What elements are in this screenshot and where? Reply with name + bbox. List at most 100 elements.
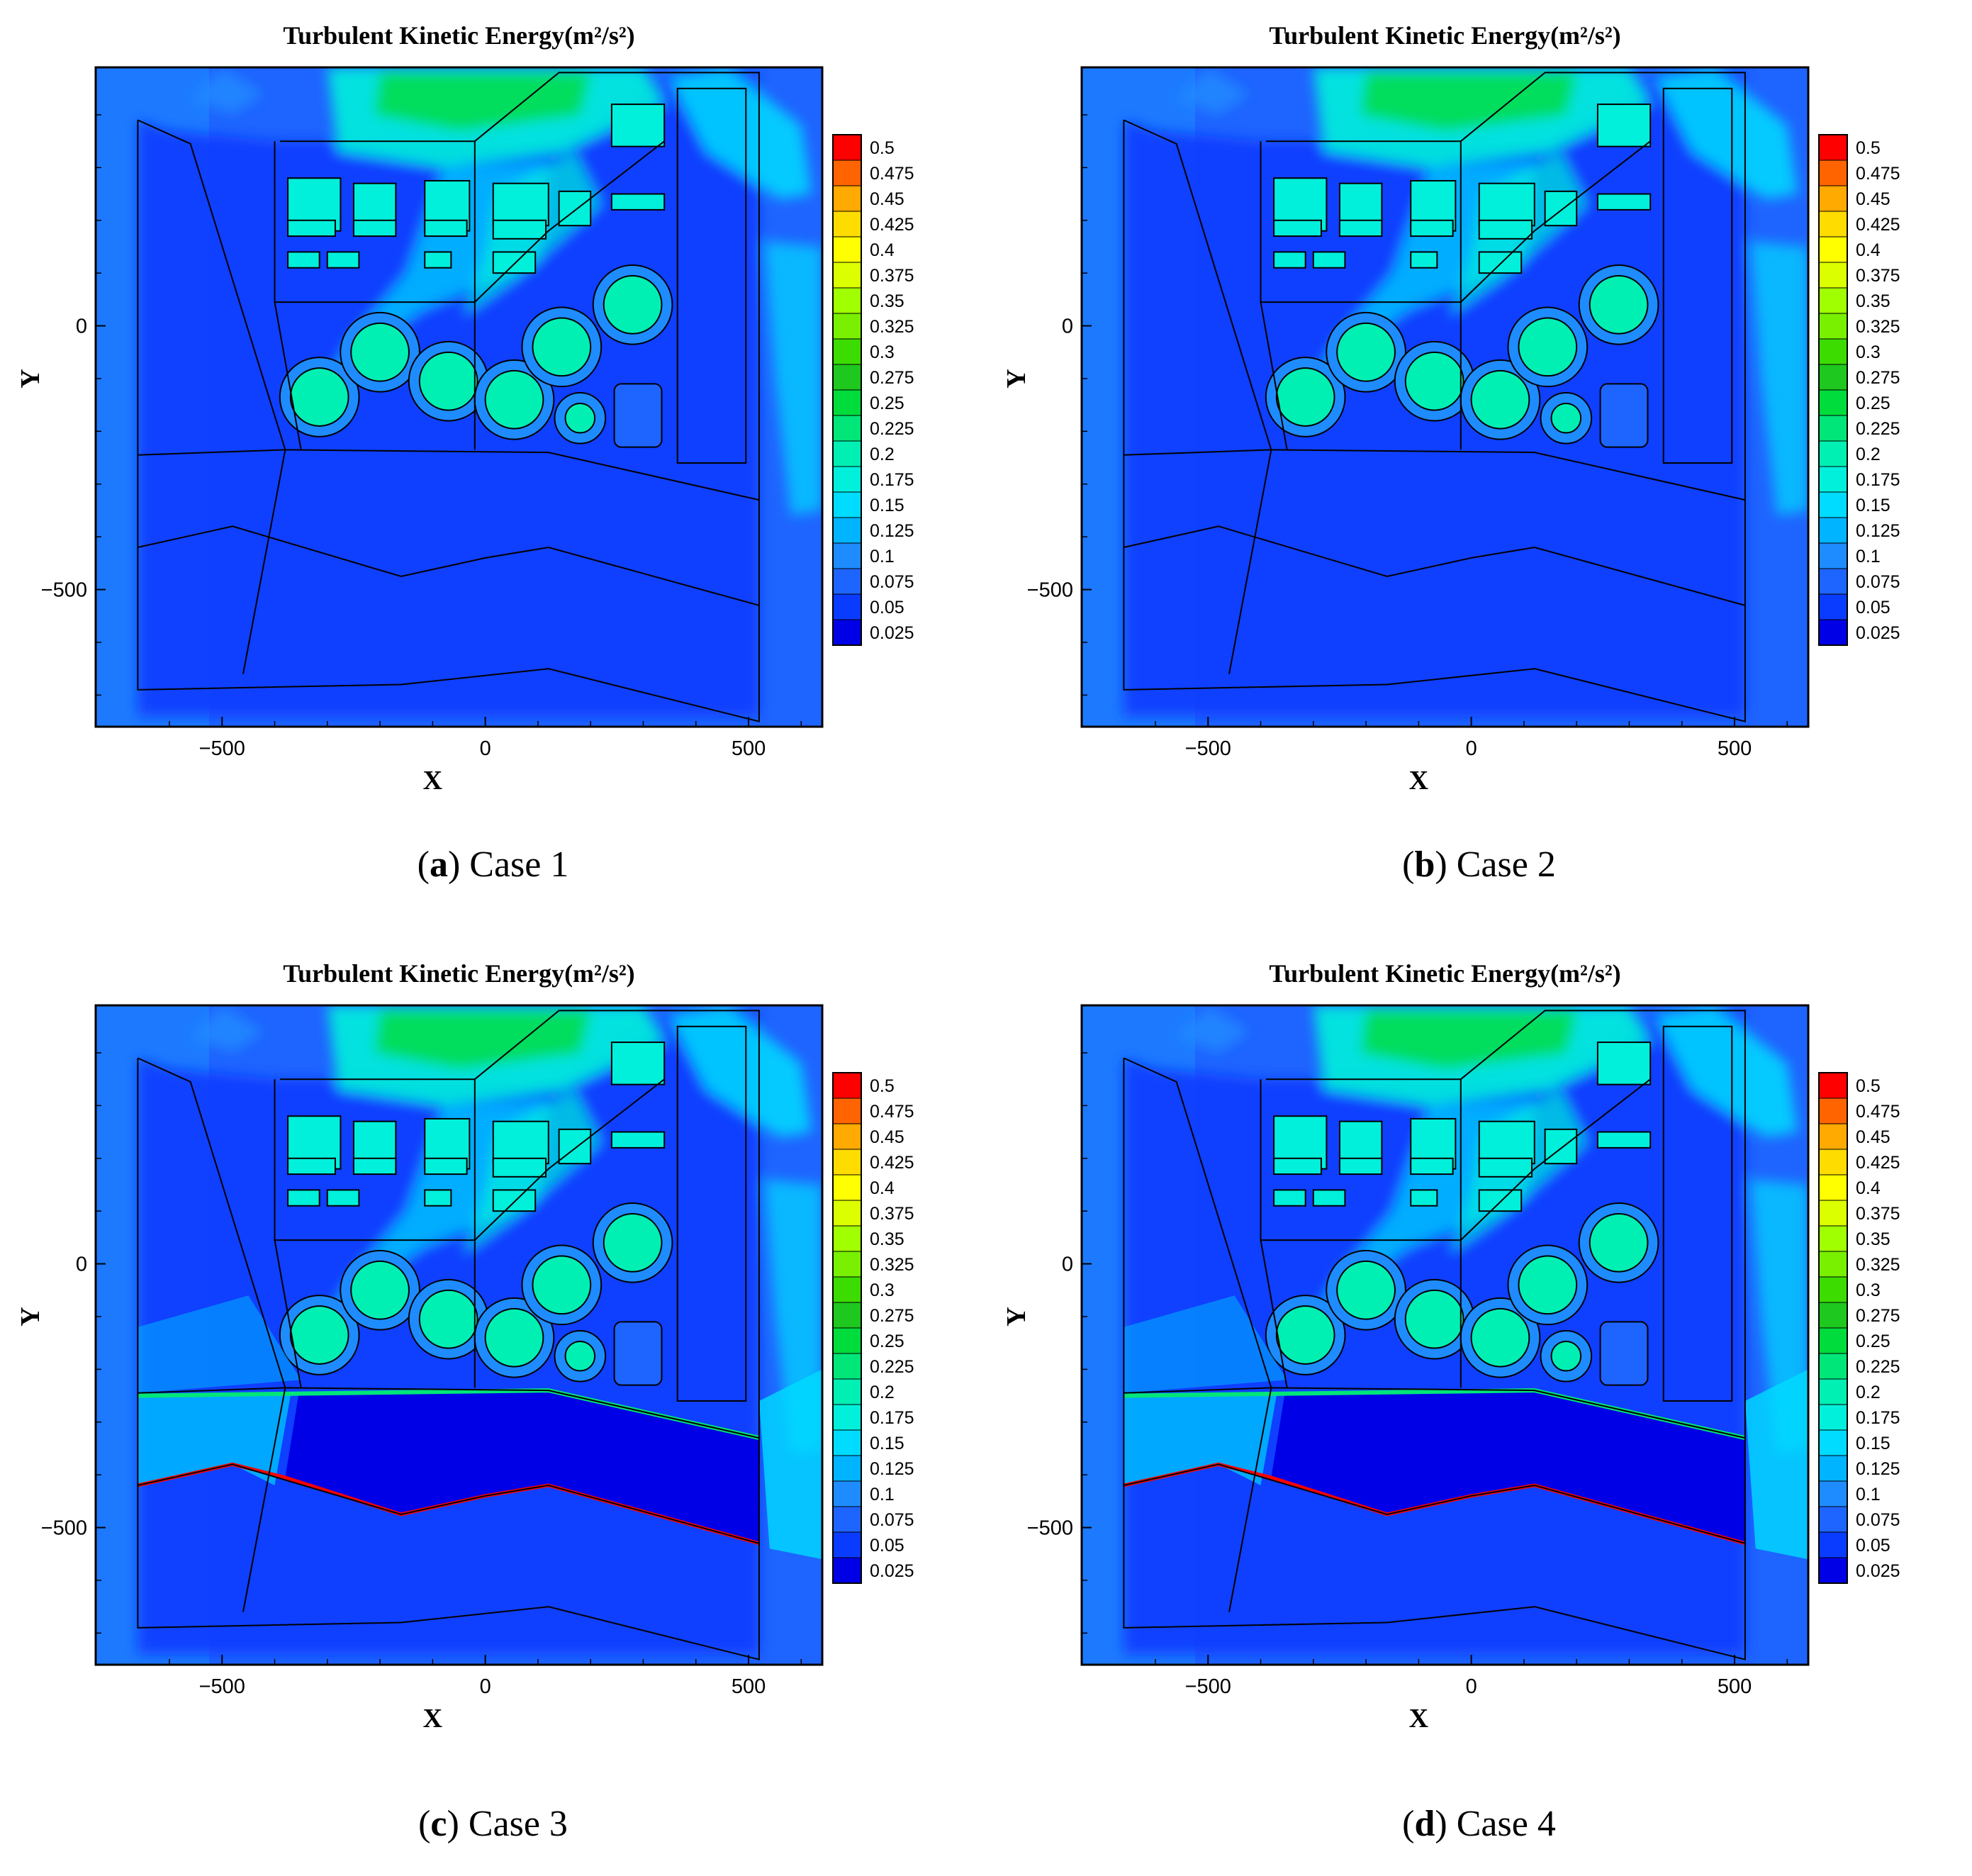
contour-field [96,1005,822,1665]
storage-tank [603,1212,663,1273]
colorbar-swatch [1819,313,1847,339]
building [1544,1128,1578,1165]
building [1410,1157,1454,1176]
colorbar-label: 0.25 [1856,1331,1890,1351]
colorbar-label: 0.175 [870,470,914,490]
colorbar-label: 0.075 [1856,1510,1900,1530]
storage-tank [1336,322,1396,382]
building [1478,219,1533,240]
storage-tank [1275,367,1335,427]
plot-frame [1080,1004,1810,1666]
storage-tank [1589,1212,1649,1273]
colorbar-swatch [833,415,861,441]
plume-upper-left [190,1005,264,1053]
colorbar-label: 0.2 [1856,445,1881,464]
colorbar-label: 0.475 [1856,164,1900,184]
colorbar-swatch [833,288,861,313]
colorbar-label: 0.175 [870,1408,914,1428]
colorbar-label: 0.275 [870,368,914,388]
building [1410,219,1454,238]
colorbar-swatch [833,1277,861,1302]
colorbar-swatch [1819,441,1847,467]
caption-text: Case 4 [1456,1804,1556,1844]
storage-tank [1470,369,1530,430]
building [558,190,592,227]
colorbar-label: 0.1 [870,547,895,566]
colorbar-label: 0.05 [870,1536,904,1556]
chart-title: Turbulent Kinetic Energy(m²/s²) [1269,21,1620,50]
building [492,251,537,274]
road-lower [1124,1463,1746,1544]
colorbar-swatch [833,262,861,288]
colorbar-swatch [1819,288,1847,313]
road-left [1123,1057,1272,1612]
colorbar-swatch [833,339,861,364]
colorbar-swatch [1819,594,1847,620]
right-block [676,1025,747,1402]
colorbar-frame [1818,1072,1848,1584]
colorbar-swatch [833,492,861,518]
road-lower [1124,525,1746,606]
storage-tank [1550,402,1582,434]
site-outline [1123,1010,1746,1660]
boundary-lines [1123,72,1746,722]
colorbar: 0.5 0.475 0.45 0.425 0.4 0.375 0.35 0.325 0.3 0.2… [1818,1072,1900,1584]
colorbar-label: 0.125 [870,521,914,541]
plume-upper-left [190,67,264,115]
colorbar-swatch [1819,1481,1847,1507]
colorbar-swatch [1819,543,1847,569]
colorbar-swatch [833,313,861,339]
wake-right-edge [1750,241,1808,516]
colorbar-swatch [833,211,861,237]
colorbar-swatch [833,1379,861,1405]
colorbar-label: 0.3 [870,342,895,362]
colorbar-swatch [1819,1200,1847,1226]
colorbar-label: 0.125 [1856,521,1900,541]
building [287,1189,320,1207]
road-left [1123,119,1272,674]
x-tick-label: 0 [480,1675,491,1698]
upstream-wake [138,1295,301,1393]
building [326,251,360,269]
windbreak-left [1124,1395,1277,1485]
colorbar-label: 0.075 [1856,572,1900,592]
storage-tank [1589,274,1649,335]
road-horizontal [1124,1387,1746,1439]
x-axis-label: X [1409,766,1428,795]
building [610,1131,666,1149]
block-upper-left [274,1079,476,1241]
colorbar-label: 0.175 [1856,470,1900,490]
x-tick-label: −500 [199,737,245,760]
colorbar-swatch [833,160,861,186]
colorbar-swatch [833,1073,861,1098]
storage-tank [603,274,663,335]
building [1410,251,1438,269]
colorbar-swatch [833,1200,861,1226]
y-tick-label: 0 [1062,1254,1073,1276]
building [610,1042,666,1085]
silo-building [1599,383,1649,448]
building [492,182,549,227]
colorbar-swatch [833,390,861,415]
building [1596,104,1652,147]
building [1338,1157,1383,1176]
colorbar-label: 0.025 [1856,623,1900,643]
x-tick-label: −500 [1185,1675,1231,1698]
colorbar-label: 0.2 [870,1383,895,1402]
colorbar-swatch [1819,364,1847,390]
block-upper-left [274,141,476,303]
x-tick-label: 0 [480,737,491,760]
building [424,219,468,238]
colorbar-label: 0.3 [870,1280,895,1300]
colorbar-swatch [1819,262,1847,288]
colorbar-swatch [833,1481,861,1507]
colorbar-label: 0.075 [870,1510,914,1530]
caption-case-2: (b) Case 2 [1402,844,1556,885]
colorbar-label: 0.25 [870,1331,904,1351]
building [492,1120,549,1165]
structures [279,1025,747,1402]
colorbar-swatch [833,364,861,390]
colorbar-label: 0.05 [1856,598,1890,618]
building [424,1189,452,1207]
colorbar-swatch [833,1098,861,1124]
